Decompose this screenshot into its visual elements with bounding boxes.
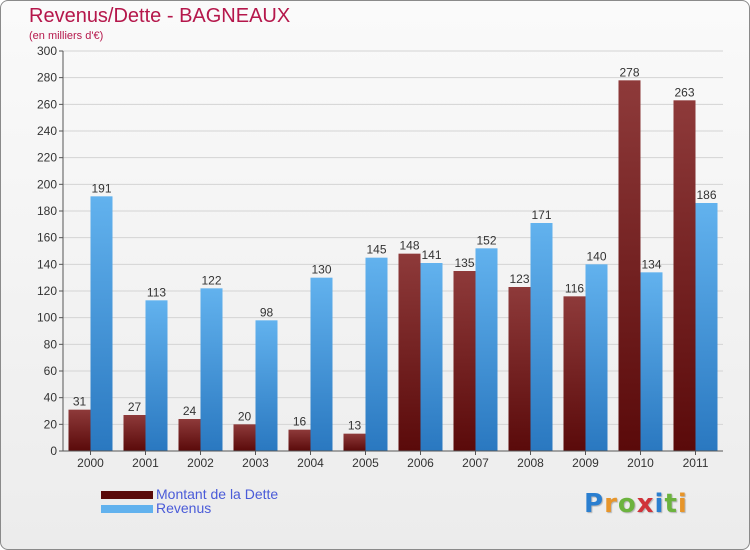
bar-revenus: [145, 300, 168, 451]
data-label-revenus: 113: [147, 285, 166, 299]
x-tick-label: 2003: [242, 456, 269, 470]
y-tick-label: 280: [37, 71, 57, 85]
data-label-dette: 31: [73, 395, 87, 409]
bar-revenus: [255, 320, 278, 451]
bar-dette: [343, 433, 366, 451]
bar-revenus: [200, 288, 223, 451]
bar-revenus: [420, 263, 443, 451]
bar-dette: [618, 80, 641, 451]
data-label-revenus: 152: [476, 233, 496, 247]
data-label-dette: 123: [509, 272, 529, 286]
data-label-revenus: 134: [641, 257, 661, 271]
x-tick-label: 2002: [187, 456, 214, 470]
data-label-revenus: 98: [260, 305, 274, 319]
bar-revenus: [310, 277, 333, 451]
bar-revenus: [365, 257, 388, 451]
legend-label-dette: Montant de la Dette: [156, 486, 279, 502]
data-label-dette: 24: [183, 404, 197, 418]
y-tick-label: 80: [44, 337, 58, 351]
logo-letter: i: [677, 489, 688, 519]
y-tick-label: 0: [50, 444, 57, 458]
data-label-dette: 16: [293, 415, 307, 429]
y-tick-label: 60: [44, 364, 58, 378]
y-tick-label: 240: [37, 124, 57, 138]
bars: [68, 80, 718, 451]
bar-revenus: [585, 264, 608, 451]
data-label-dette: 135: [454, 256, 474, 270]
x-tick-label: 2011: [683, 456, 709, 470]
x-tick-label: 2010: [627, 456, 654, 470]
data-label-dette: 263: [674, 85, 694, 99]
data-label-dette: 278: [619, 65, 639, 79]
logo-letter: P: [584, 489, 605, 519]
y-tick-label: 40: [44, 391, 58, 405]
x-tick-label: 2006: [407, 456, 434, 470]
logo-letter: r: [604, 489, 618, 519]
y-tick-label: 160: [37, 231, 57, 245]
data-label-revenus: 141: [421, 248, 441, 262]
legend-swatch-revenus: [101, 505, 153, 513]
logo-letter: x: [636, 489, 655, 519]
x-tick-label: 2001: [132, 456, 159, 470]
x-tick-label: 2000: [77, 456, 104, 470]
data-label-dette: 13: [348, 419, 362, 433]
proxiti-logo: Proxiti: [584, 489, 694, 525]
bar-revenus: [640, 272, 663, 451]
y-tick-label: 140: [37, 257, 57, 271]
x-tick-label: 2004: [297, 456, 324, 470]
legend-label-revenus: Revenus: [156, 500, 212, 516]
axes: 0204060801001201401601802002202402602803…: [37, 44, 723, 470]
bar-dette: [673, 100, 696, 451]
bar-dette: [178, 419, 201, 451]
bar-dette: [68, 409, 91, 451]
grid-lines: [63, 50, 723, 425]
bar-dette: [288, 429, 311, 451]
data-label-revenus: 130: [311, 263, 331, 277]
data-label-revenus: 191: [91, 181, 111, 195]
x-tick-label: 2008: [517, 456, 544, 470]
y-tick-label: 200: [37, 177, 57, 191]
y-tick-label: 120: [37, 284, 57, 298]
y-tick-label: 100: [37, 311, 57, 325]
data-label-revenus: 186: [696, 188, 716, 202]
x-tick-label: 2005: [352, 456, 379, 470]
bar-revenus: [90, 196, 113, 451]
chart-subtitle: (en milliers d'€): [29, 30, 104, 42]
bar-revenus: [530, 223, 553, 451]
bar-dette: [508, 287, 531, 451]
x-tick-label: 2009: [572, 456, 599, 470]
data-label-revenus: 145: [366, 243, 386, 257]
legend-swatch-dette: [101, 491, 153, 499]
data-label-dette: 27: [128, 400, 142, 414]
y-tick-label: 180: [37, 204, 57, 218]
y-tick-label: 300: [37, 44, 57, 58]
y-tick-label: 220: [37, 151, 57, 165]
data-label-revenus: 140: [586, 249, 606, 263]
x-tick-label: 2007: [462, 456, 489, 470]
data-label-revenus: 171: [531, 208, 551, 222]
y-tick-label: 260: [37, 97, 57, 111]
bar-dette: [453, 271, 476, 451]
logo-letter: i: [654, 489, 665, 519]
logo-letter: o: [617, 489, 637, 519]
bar-dette: [398, 253, 421, 451]
bar-revenus: [695, 203, 718, 451]
data-label-dette: 20: [238, 409, 252, 423]
data-label-revenus: 122: [201, 273, 221, 287]
data-label-dette: 116: [565, 281, 584, 295]
data-label-dette: 148: [399, 239, 419, 253]
chart-title: Revenus/Dette - BAGNEAUX: [29, 5, 291, 27]
y-tick-label: 20: [44, 417, 58, 431]
bar-dette: [563, 296, 586, 451]
bar-dette: [123, 415, 146, 451]
bar-revenus: [475, 248, 498, 451]
bar-dette: [233, 424, 256, 451]
logo-letter: t: [664, 489, 678, 519]
